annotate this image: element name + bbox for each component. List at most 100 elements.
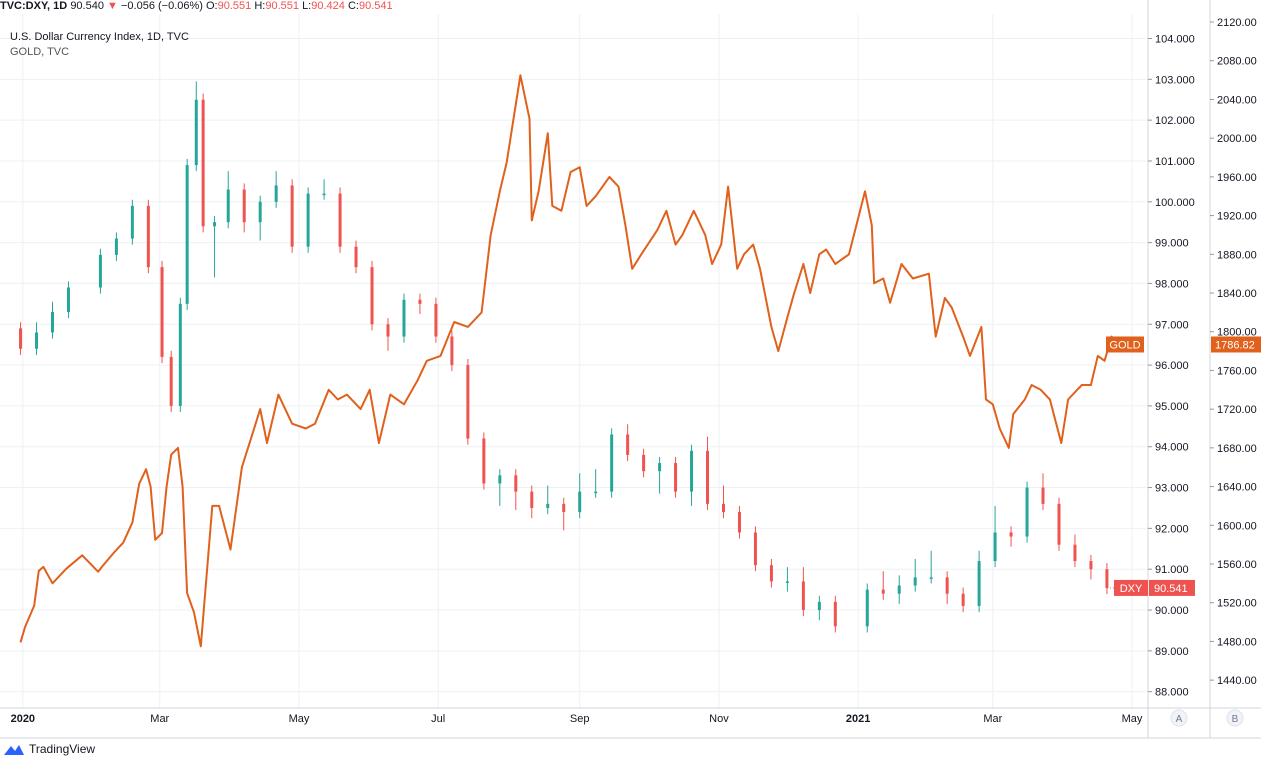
candle-body[interactable]: [945, 577, 949, 594]
candle-body[interactable]: [865, 589, 869, 627]
dxy-series-tag-label: DXY: [1120, 583, 1143, 595]
candle-body[interactable]: [322, 193, 326, 196]
candle-body[interactable]: [130, 205, 134, 239]
candle-body[interactable]: [594, 491, 598, 494]
candle-body[interactable]: [706, 450, 710, 504]
gold-tick-label: 2040.00: [1217, 94, 1257, 106]
candle-body[interactable]: [658, 463, 662, 472]
candle-body[interactable]: [242, 189, 246, 223]
gold-tick-label: 2080.00: [1217, 56, 1257, 68]
candle-body[interactable]: [386, 324, 390, 337]
grid-lines: [0, 14, 1148, 708]
candle-body[interactable]: [226, 189, 230, 223]
candle-body[interactable]: [482, 438, 486, 484]
candle-body[interactable]: [977, 561, 981, 606]
candle-body[interactable]: [993, 532, 997, 562]
candle-body[interactable]: [1089, 561, 1093, 570]
candle-body[interactable]: [514, 475, 518, 492]
price-change: −0.056 (−0.06%): [120, 0, 203, 12]
high-label: H:: [254, 0, 266, 12]
candle-body[interactable]: [881, 589, 885, 594]
candle-body[interactable]: [833, 601, 837, 627]
candle-body[interactable]: [169, 356, 173, 406]
candle-body[interactable]: [434, 303, 438, 337]
candle-body[interactable]: [213, 222, 217, 227]
dxy-tick-label: 95.000: [1155, 401, 1189, 413]
candle-body[interactable]: [98, 254, 102, 288]
candle-body[interactable]: [35, 332, 39, 349]
candle-body[interactable]: [642, 454, 646, 472]
dxy-tick-label: 89.000: [1155, 646, 1189, 658]
candle-body[interactable]: [929, 577, 933, 579]
time-tick-label: Sep: [570, 713, 590, 725]
candle-body[interactable]: [1041, 487, 1045, 504]
candle-body[interactable]: [817, 601, 821, 611]
candle-body[interactable]: [1073, 544, 1077, 562]
candle-body[interactable]: [801, 581, 805, 611]
candle-body[interactable]: [19, 328, 23, 349]
symbol-name[interactable]: TVC:DXY, 1D: [0, 0, 68, 12]
gold-series-tag[interactable]: [1106, 336, 1144, 353]
candle-body[interactable]: [354, 246, 358, 268]
dxy-tick-label: 90.000: [1155, 605, 1189, 617]
dxy-tick-label: 104.000: [1155, 33, 1195, 45]
candle-body[interactable]: [737, 512, 741, 533]
candle-body[interactable]: [290, 185, 294, 247]
candle-body[interactable]: [610, 434, 614, 492]
candle-body[interactable]: [721, 503, 725, 513]
scale-button-a[interactable]: [1170, 709, 1188, 727]
candle-body[interactable]: [194, 99, 198, 166]
candle-body[interactable]: [146, 205, 150, 268]
candle-body[interactable]: [306, 193, 310, 247]
candle-body[interactable]: [674, 463, 678, 492]
candle-body[interactable]: [338, 193, 342, 247]
candle-body[interactable]: [546, 503, 550, 508]
candle-body[interactable]: [114, 238, 118, 255]
legend-overlay-series[interactable]: GOLD, TVC: [10, 46, 70, 58]
gold-tick-label: 1760.00: [1217, 365, 1257, 377]
candle-body[interactable]: [402, 299, 406, 337]
candle-body[interactable]: [1057, 503, 1061, 545]
candle-body[interactable]: [450, 336, 454, 366]
dxy-tick-label: 93.000: [1155, 483, 1189, 495]
candle-body[interactable]: [530, 491, 534, 508]
gold-tick-label: 1480.00: [1217, 636, 1257, 648]
low-value: 90.424: [311, 0, 345, 12]
close-label: C:: [347, 0, 359, 12]
gold-line-series[interactable]: [19, 74, 1129, 648]
candle-body[interactable]: [913, 577, 917, 586]
footer-brand[interactable]: TradingView: [2, 740, 95, 758]
candle-body[interactable]: [1009, 532, 1013, 537]
gold-tick-label: 1520.00: [1217, 598, 1257, 610]
candle-body[interactable]: [785, 581, 789, 583]
candle-body[interactable]: [753, 532, 757, 566]
candle-body[interactable]: [578, 491, 582, 513]
gold-tick-label: 1640.00: [1217, 482, 1257, 494]
candle-body[interactable]: [50, 312, 54, 333]
candle-body[interactable]: [1025, 487, 1029, 537]
candle-body[interactable]: [201, 99, 205, 227]
candle-body[interactable]: [258, 201, 262, 223]
legend-main-series[interactable]: U.S. Dollar Currency Index, 1D, TVC: [10, 31, 189, 43]
candle-body[interactable]: [498, 475, 502, 484]
dxy-series-tag[interactable]: [1114, 579, 1148, 596]
candle-body[interactable]: [185, 165, 189, 304]
candle-body[interactable]: [370, 267, 374, 325]
candle-body[interactable]: [66, 287, 70, 313]
scale-button-b[interactable]: [1226, 709, 1244, 727]
candle-body[interactable]: [418, 299, 422, 304]
candle-body[interactable]: [562, 503, 566, 513]
dxy-candles: [19, 81, 1109, 633]
candle-body[interactable]: [690, 450, 694, 492]
candle-body[interactable]: [274, 185, 278, 202]
time-tick-label: 2020: [11, 713, 35, 725]
candle-body[interactable]: [961, 593, 965, 606]
price-chart[interactable]: 104.000 103.000 102.000 101.000 100.000 99.00…: [0, 0, 1261, 740]
candle-body[interactable]: [160, 267, 164, 357]
candle-body[interactable]: [466, 365, 470, 439]
candle-body[interactable]: [178, 303, 182, 406]
candle-body[interactable]: [769, 565, 773, 582]
candle-body[interactable]: [897, 585, 901, 594]
candle-body[interactable]: [1105, 569, 1109, 588]
candle-body[interactable]: [626, 434, 630, 455]
